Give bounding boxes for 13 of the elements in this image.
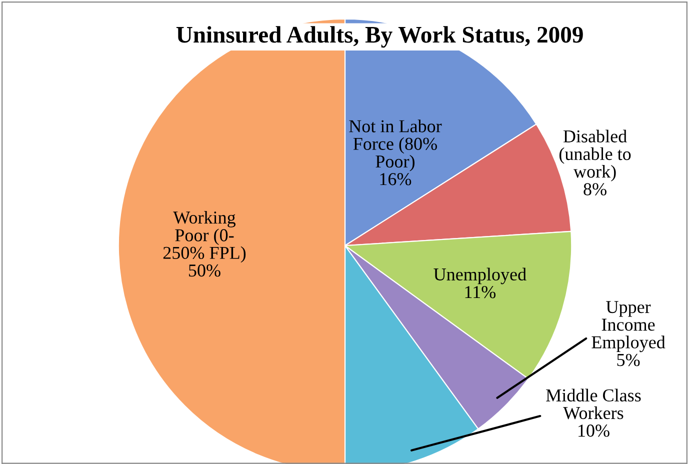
slice-label: Unemployed bbox=[434, 268, 526, 284]
slice-label: Middle Class Workers bbox=[546, 388, 641, 420]
slice-label: Disabled (unable to work) bbox=[559, 130, 631, 182]
data-label: 50% bbox=[188, 264, 220, 277]
data-label: 8% bbox=[584, 183, 606, 196]
chart-title: Uninsured Adults, By Work Status, 2009 bbox=[176, 26, 583, 48]
slice-label: Working Poor (0- 250% FPL) bbox=[163, 210, 246, 263]
data-label: 10% bbox=[578, 424, 610, 437]
slice-label: Upper Income Employed bbox=[592, 301, 666, 352]
data-label: 16% bbox=[380, 173, 412, 186]
data-label: 5% bbox=[617, 354, 640, 366]
slice-label: Not in Labor Force (80% Poor) bbox=[349, 120, 442, 172]
data-label: 11% bbox=[465, 286, 496, 298]
